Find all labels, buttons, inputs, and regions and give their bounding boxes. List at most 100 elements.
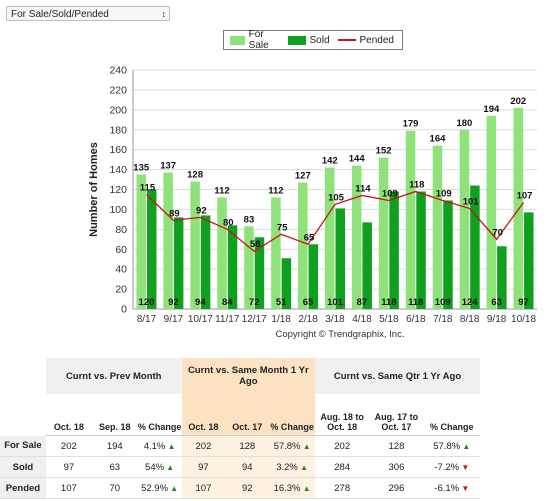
x-tick-label: 10/17 <box>188 314 213 325</box>
x-tick-label: 7/18 <box>433 314 453 325</box>
metric-selector[interactable]: For Sale/Sold/Pended ↕ <box>6 6 170 21</box>
data-label-sold: 118 <box>381 297 396 308</box>
bar-for-sale <box>459 129 470 309</box>
group-header-prev-month: Curnt vs. Prev Month <box>45 358 182 394</box>
data-label-sold: 101 <box>327 297 344 308</box>
data-label-for-sale: 112 <box>268 185 283 196</box>
bar-sold <box>281 258 292 309</box>
table-cell: 3.2% ▲ <box>269 456 316 478</box>
legend-label-for-sale: For Sale <box>248 29 269 51</box>
y-tick-label: 40 <box>115 264 127 276</box>
arrow-up-icon: ▲ <box>300 441 311 451</box>
arrow-up-icon: ▲ <box>460 441 471 451</box>
data-label-for-sale: 180 <box>456 118 472 129</box>
bar-sold <box>443 200 453 309</box>
data-label-for-sale: 202 <box>510 96 526 107</box>
column-header: Oct. 18 <box>181 394 226 436</box>
group-header-same-qtr: Curnt vs. Same Qtr 1 Yr Ago <box>315 358 480 394</box>
legend-line-pended <box>337 39 356 41</box>
bar-for-sale <box>405 130 416 309</box>
arrow-down-icon: ▼ <box>459 483 470 493</box>
data-label-pended: 58 <box>250 239 261 250</box>
bar-sold <box>470 185 480 309</box>
table-cell: 57.8% ▲ <box>269 435 316 457</box>
data-label-for-sale: 152 <box>376 146 392 157</box>
data-label-pended: 105 <box>328 192 345 203</box>
table-row: Sold 97 63 54% ▲ 97 94 3.2% ▲ 284 306 -7.2% ▼ <box>0 456 480 478</box>
table-cell: 57.8% ▲ <box>423 435 480 457</box>
data-label-sold: 63 <box>491 297 502 308</box>
data-label-pended: 92 <box>196 205 207 216</box>
table-cell: 63 <box>91 456 138 478</box>
table-cell: 92 <box>225 477 270 499</box>
y-tick-label: 180 <box>109 124 127 136</box>
bar-sold <box>254 237 265 309</box>
column-header: Aug. 18 to Oct. 18 <box>315 394 370 436</box>
table-cell: 52.9% ▲ <box>137 477 182 499</box>
x-tick-label: 12/17 <box>242 314 267 325</box>
bar-sold <box>362 222 372 309</box>
bar-sold <box>389 191 399 309</box>
data-label-pended: 107 <box>517 190 533 201</box>
bar-sold <box>146 189 157 309</box>
table-cell: 4.1% ▲ <box>137 435 182 457</box>
x-tick-label: 6/18 <box>406 314 426 325</box>
data-label-for-sale: 127 <box>295 171 311 182</box>
data-label-sold: 72 <box>249 297 260 308</box>
bar-for-sale <box>244 226 254 309</box>
data-label-for-sale: 137 <box>160 161 176 172</box>
metric-selector-value: For Sale/Sold/Pended <box>11 9 109 20</box>
column-header: % Change <box>269 394 316 436</box>
bar-sold <box>227 225 238 309</box>
group-header-same-month: Curnt vs. Same Month 1 Yr Ago <box>181 358 316 394</box>
y-tick-label: 220 <box>109 84 127 96</box>
bar-for-sale <box>351 165 362 309</box>
data-label-pended: 114 <box>355 183 371 194</box>
table-cell: -6.1% ▼ <box>423 477 480 499</box>
column-header: Aug. 17 to Oct. 17 <box>369 394 424 436</box>
arrow-down-icon: ▼ <box>459 462 470 472</box>
data-label-for-sale: 83 <box>244 214 255 225</box>
legend-label-sold: Sold <box>309 34 330 46</box>
y-tick-label: 100 <box>109 204 127 216</box>
y-tick-label: 200 <box>109 104 127 116</box>
x-tick-label: 5/18 <box>379 314 399 325</box>
bar-sold <box>524 212 534 309</box>
data-label-sold: 124 <box>462 297 479 308</box>
row-label: Sold <box>0 456 46 478</box>
y-tick-label: 140 <box>109 164 127 176</box>
legend-item-sold: Sold <box>287 34 330 46</box>
data-label-sold: 65 <box>303 297 314 308</box>
data-label-for-sale: 128 <box>187 170 203 181</box>
table-row: For Sale 202 194 4.1% ▲ 202 128 57.8% ▲ 202 128 5… <box>0 435 480 457</box>
legend-label-pended: Pended <box>359 34 394 46</box>
bar-sold <box>173 217 184 309</box>
data-label-sold: 109 <box>435 297 451 308</box>
arrow-up-icon: ▲ <box>165 441 176 451</box>
bar-sold <box>308 244 319 309</box>
bar-for-sale <box>163 172 173 309</box>
comparison-table: Curnt vs. Prev Month Curnt vs. Same Mont… <box>0 358 480 499</box>
table-cell: 97 <box>45 456 92 478</box>
table-cell: 194 <box>91 435 138 457</box>
row-label: Pended <box>0 477 46 499</box>
data-label-sold: 97 <box>518 297 529 308</box>
data-label-for-sale: 135 <box>133 163 150 174</box>
legend-item-for-sale: For Sale <box>230 29 280 51</box>
table-column-header-row: Oct. 18 Sep. 18 % Change Oct. 18 Oct. 17… <box>0 394 480 436</box>
data-label-pended: 65 <box>304 232 315 243</box>
bar-for-sale <box>298 182 308 309</box>
legend-swatch-sold <box>287 35 306 45</box>
table-cell: 202 <box>315 435 370 457</box>
bar-for-sale <box>486 115 497 309</box>
homes-chart: 0 20 40 60 80 100 120 140 160 180 200 220 240 Number … <box>88 65 537 340</box>
table-cell: 296 <box>369 477 424 499</box>
x-tick-label: 9/18 <box>487 314 507 325</box>
arrow-up-icon: ▲ <box>300 483 311 493</box>
x-tick-label: 10/18 <box>511 314 536 325</box>
bar-sold <box>416 191 426 309</box>
table-cell: 16.3% ▲ <box>269 477 316 499</box>
column-header: Sep. 18 <box>91 394 138 436</box>
data-label-pended: 89 <box>169 208 180 219</box>
data-label-pended: 75 <box>277 222 288 233</box>
